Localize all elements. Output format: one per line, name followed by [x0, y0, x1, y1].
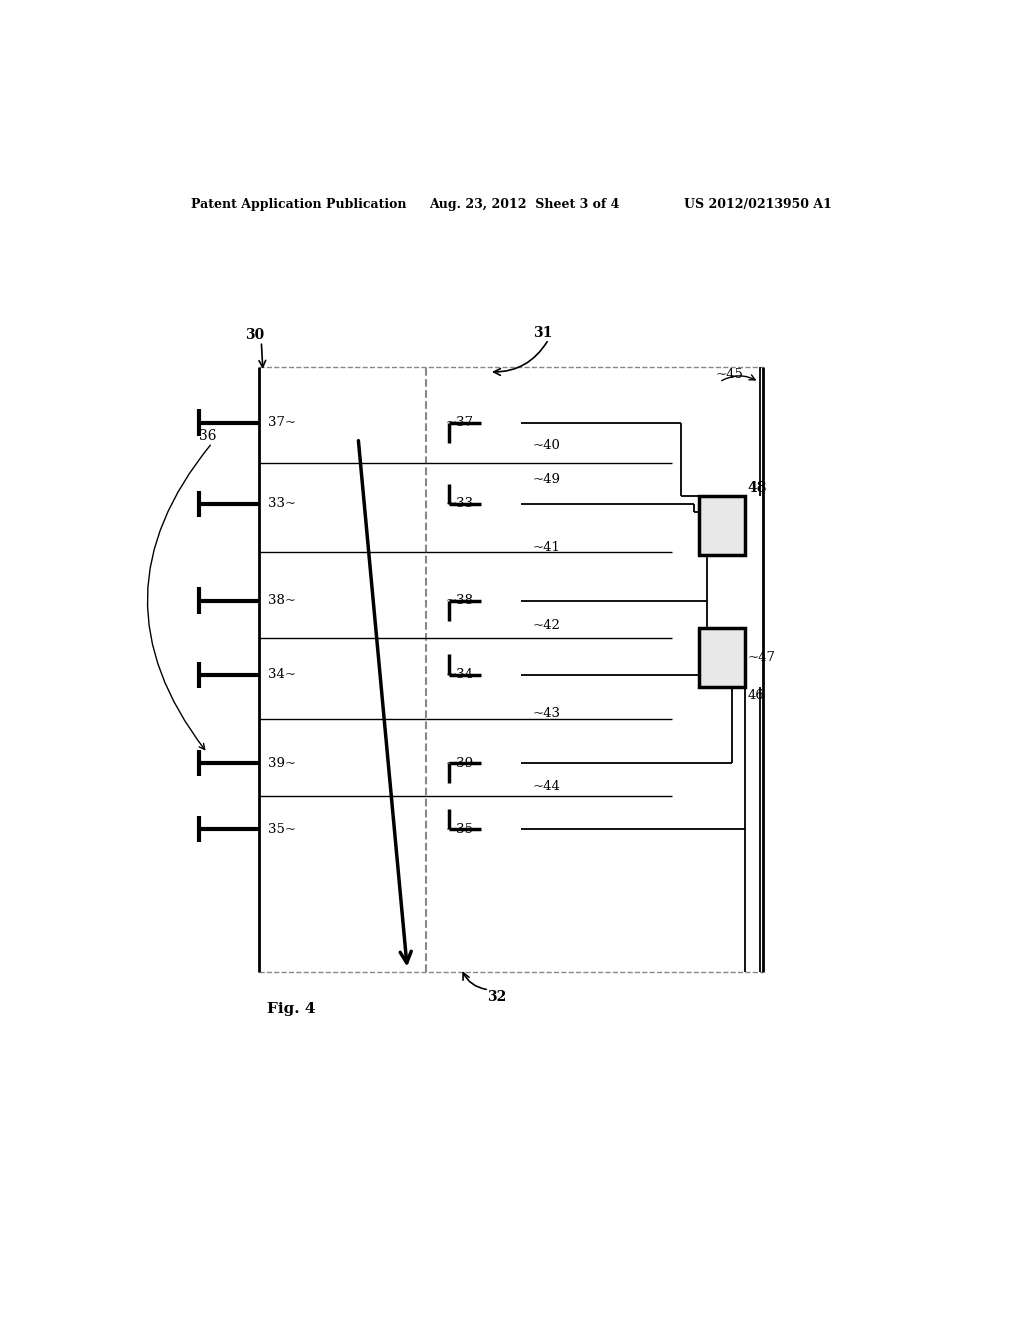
Text: Aug. 23, 2012  Sheet 3 of 4: Aug. 23, 2012 Sheet 3 of 4: [430, 198, 620, 211]
Text: 37~: 37~: [267, 416, 296, 429]
Text: 38~: 38~: [267, 594, 296, 607]
Text: 35~: 35~: [267, 822, 296, 836]
Text: ~41: ~41: [532, 541, 560, 553]
Text: 36: 36: [200, 429, 217, 444]
Text: Patent Application Publication: Patent Application Publication: [191, 198, 407, 211]
Text: ~35: ~35: [445, 822, 473, 836]
Text: ~45: ~45: [715, 368, 743, 381]
Text: 31: 31: [532, 326, 552, 341]
Text: ~44: ~44: [532, 780, 560, 792]
Text: Fig. 4: Fig. 4: [267, 1002, 315, 1016]
Bar: [699, 628, 745, 686]
Text: ~43: ~43: [532, 708, 561, 721]
Text: ~40: ~40: [532, 438, 560, 451]
Text: ~37: ~37: [445, 416, 473, 429]
Text: US 2012/0213950 A1: US 2012/0213950 A1: [684, 198, 831, 211]
Text: 48: 48: [748, 480, 767, 495]
Text: ~34: ~34: [445, 668, 473, 681]
Text: ~38: ~38: [445, 594, 473, 607]
Text: 32: 32: [487, 990, 507, 1005]
Text: ~33: ~33: [445, 498, 473, 511]
Text: 46: 46: [748, 689, 765, 701]
Text: 34~: 34~: [267, 668, 296, 681]
Text: 33~: 33~: [267, 498, 296, 511]
Text: ~47: ~47: [748, 651, 776, 664]
Text: ~39: ~39: [445, 756, 473, 770]
Text: 30: 30: [246, 329, 264, 342]
Text: ~49: ~49: [532, 473, 561, 486]
Bar: [699, 496, 745, 554]
Text: 39~: 39~: [267, 756, 296, 770]
Text: ~42: ~42: [532, 619, 560, 632]
